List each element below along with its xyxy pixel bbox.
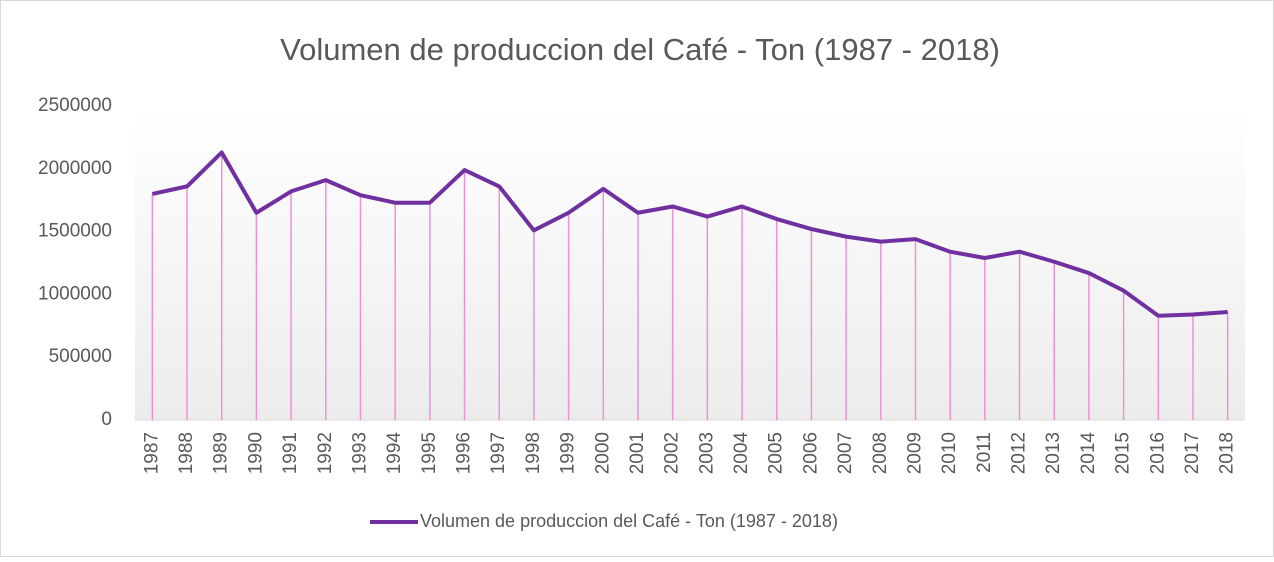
x-tick-label: 1999 <box>558 432 579 474</box>
x-tick-label: 2000 <box>592 432 613 474</box>
x-tick-label: 2013 <box>1043 432 1064 474</box>
x-tick-label: 2012 <box>1009 432 1030 474</box>
x-tick-label: 1990 <box>245 432 266 474</box>
x-tick-label: 2009 <box>904 432 925 474</box>
x-tick-label: 1993 <box>349 432 370 474</box>
x-tick-label: 1989 <box>211 432 232 474</box>
x-tick-label: 1987 <box>141 432 162 474</box>
y-tick-label: 1500000 <box>38 221 112 242</box>
legend-label: Volumen de produccion del Café - Ton (19… <box>420 511 838 531</box>
x-tick-label: 1998 <box>523 432 544 474</box>
y-tick-label: 0 <box>101 409 112 430</box>
x-tick-label: 2003 <box>696 432 717 474</box>
x-tick-label: 2006 <box>800 432 821 474</box>
x-tick-label: 2010 <box>939 432 960 474</box>
x-tick-label: 2016 <box>1147 432 1168 474</box>
x-tick-label: 2015 <box>1113 432 1134 474</box>
x-tick-label: 1994 <box>384 432 405 475</box>
chart-title: Volumen de produccion del Café - Ton (19… <box>280 32 1000 67</box>
data-line <box>151 150 1228 318</box>
x-tick-label: 1992 <box>315 432 336 474</box>
x-tick-label: 1995 <box>419 432 440 474</box>
y-tick-label: 2000000 <box>38 158 112 179</box>
x-tick-label: 2007 <box>835 432 856 474</box>
x-tick-label: 2018 <box>1217 432 1238 474</box>
x-tick-label: 2011 <box>974 432 995 473</box>
plot-area <box>135 106 1245 420</box>
x-tick-label: 2017 <box>1182 432 1203 474</box>
x-tick-label: 2005 <box>766 432 787 474</box>
x-tick-label: 2004 <box>731 432 752 475</box>
y-tick-label: 1000000 <box>38 283 112 304</box>
y-tick-label: 2500000 <box>38 95 112 116</box>
x-tick-label: 2002 <box>662 432 683 474</box>
x-tick-label: 1996 <box>454 432 475 474</box>
x-tick-label: 1997 <box>488 432 509 474</box>
x-tick-label: 2001 <box>627 432 648 474</box>
x-tick-label: 2008 <box>870 432 891 474</box>
x-tick-label: 1988 <box>176 432 197 474</box>
x-tick-label: 2014 <box>1078 432 1099 475</box>
y-tick-label: 500000 <box>49 346 112 367</box>
x-tick-label: 1991 <box>280 432 301 474</box>
